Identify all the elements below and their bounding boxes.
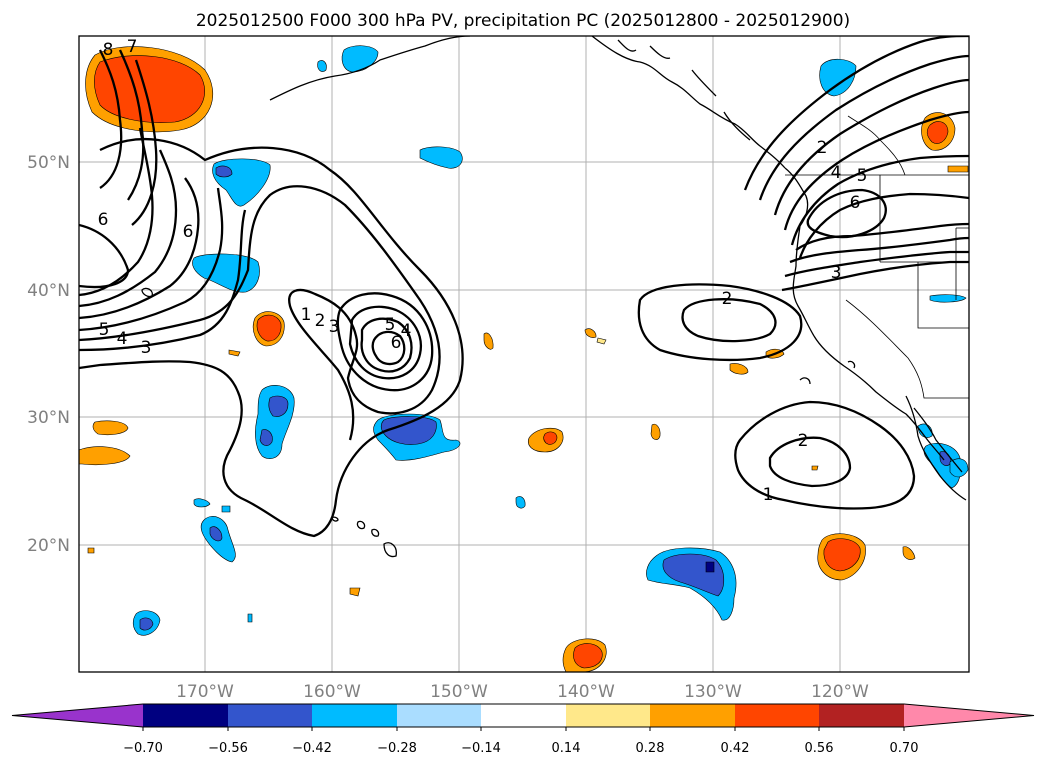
contour-label: 2 [798,431,809,451]
colorbar-tick-label: 0.70 [890,741,919,756]
colorbar-tick-label: −0.14 [461,741,501,756]
contour-label: 6 [850,193,861,213]
pv-contour-2 [79,185,441,441]
colorbar-tick-label: −0.42 [292,741,332,756]
contour-label: 5 [99,320,110,340]
lat-label-40n: 40°N [27,281,70,301]
colorbar-tick-label: −0.70 [123,741,163,756]
precip-negative-regions [132,45,969,636]
contour-label: 6 [391,333,402,353]
figure-title: 2025012500 F000 300 hPa PV, precipitatio… [196,11,850,31]
california-coast [813,335,945,461]
pv-contour-1-south [734,400,916,510]
pv-contour-center-loop [336,292,434,392]
colorbar-tick-label: 0.14 [552,741,581,756]
contour-label: 5 [385,315,396,335]
contour-label: 2 [315,311,326,331]
contour-label: 1 [763,485,774,505]
colorbar-segment [650,704,735,727]
contour-label: 4 [831,163,842,183]
lon-label-120w: 120°W [811,682,869,702]
contour-label: 4 [401,321,412,341]
contour-label: 4 [117,329,128,349]
lon-label-130w: 130°W [684,682,742,702]
colorbar-tick-label: 0.28 [636,741,665,756]
pv-contours [79,36,969,538]
pv-contour-2-east [637,283,803,362]
colorbar-tick-label: 0.56 [805,741,834,756]
pv-contour-1-north [79,223,130,289]
contour-label: 3 [329,317,340,337]
colorbar-segment [735,704,819,727]
contour-label: 6 [98,210,109,230]
contour-label: 3 [141,338,152,358]
lon-label-140w: 140°W [557,682,615,702]
colorbar-segment [481,704,566,727]
lon-label-170w: 170°W [176,682,234,702]
lon-label-150w: 150°W [430,682,488,702]
precip-positive-regions [79,46,969,672]
colorbar-tick-label: −0.56 [208,741,248,756]
colorbar-extend-high [904,704,1034,727]
contour-label: 7 [127,37,138,57]
hawaii [331,516,397,558]
colorbar [11,703,1035,731]
contour-label: 8 [103,40,114,60]
colorbar-segment [397,704,481,727]
latitude-labels: 50°N 40°N 30°N 20°N [27,153,70,556]
colorbar-segment [228,704,312,727]
contour-label: 2 [722,289,733,309]
colorbar-segment [819,704,904,727]
lon-label-160w: 160°W [303,682,361,702]
precip-blob-nw-core [94,55,205,123]
lat-label-20n: 20°N [27,536,70,556]
colorbar-segment [566,704,650,727]
colorbar-extend-low [12,704,143,727]
map-frame [78,35,970,673]
contour-label: 3 [831,263,842,283]
colorbar-tick-label: 0.42 [721,741,750,756]
precip-blob-w-edge [92,420,129,436]
pv-contour-labels: 8 7 6 6 5 4 3 1 2 3 5 4 6 2 2 1 2 4 5 6 [98,37,868,505]
baja-coast [905,395,967,501]
pv-contour-ridge-1 [743,36,969,191]
contour-label: 2 [817,138,828,158]
map-panel: 8 7 6 6 5 4 3 1 2 3 5 4 6 2 2 1 2 4 5 6 [78,35,970,673]
contour-label: 6 [183,222,194,242]
pv-contour-1 [79,137,464,538]
colorbar-tick-labels: −0.70 −0.56 −0.42 −0.28 −0.14 0.14 0.28 … [123,741,918,756]
contour-label: 1 [301,305,312,325]
lat-label-50n: 50°N [27,153,70,173]
contour-label: 5 [857,166,868,186]
colorbar-segment [143,704,228,727]
lat-label-30n: 30°N [27,408,70,428]
pv-contour-6-east [806,188,887,239]
colorbar-tick-label: −0.28 [377,741,417,756]
colorbar-segment [312,704,397,727]
longitude-labels: 170°W 160°W 150°W 140°W 130°W 120°W [176,682,869,702]
alaska-coast [269,36,471,101]
coastlines [141,36,967,558]
